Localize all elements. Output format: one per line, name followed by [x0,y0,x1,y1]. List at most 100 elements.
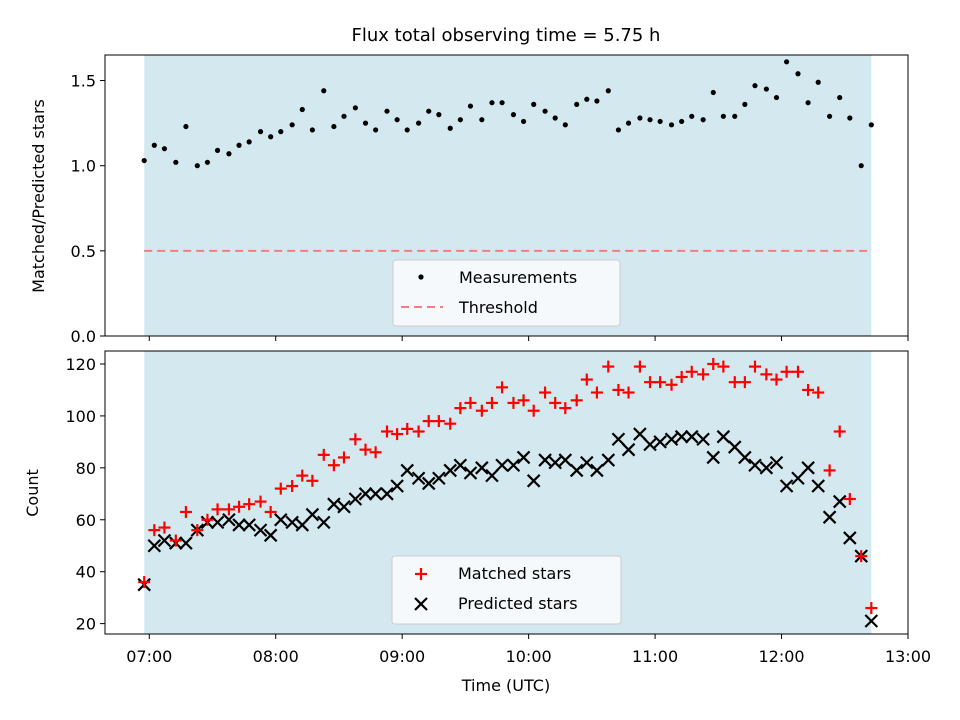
predicted-star-point [463,466,478,480]
matched-star-point [222,503,235,516]
measurement-point [752,83,758,89]
matched-star-point [812,386,825,399]
matched-star-point [590,386,603,399]
predicted-star-point [358,487,373,501]
matched-star-point [485,396,498,409]
measurement-point [784,59,790,65]
predicted-star-point [738,450,752,465]
measurement-point [594,98,600,104]
matched-star-point [454,402,467,415]
matched-star-point [865,602,878,615]
predicted-star-point [674,429,689,444]
predicted-star-point [526,474,541,488]
predicted-star-point [263,528,278,543]
measurement-point [436,112,442,118]
measurement-point [416,120,422,126]
predicted-star-point [232,518,246,532]
measurement-point [384,108,390,114]
measurement-point [815,79,821,85]
x-tick-label: 12:00 [758,647,804,666]
matched-star-point [602,360,615,373]
matched-star-point [559,402,572,415]
matched-star-point [306,474,319,487]
measurement-point [795,71,801,77]
measurement-point [404,127,410,133]
matched-star-point [464,396,477,409]
matched-star-point [317,448,330,461]
matched-star-point [770,373,783,386]
y-tick-label: 100 [65,407,96,426]
predicted-star-point [548,455,562,470]
predicted-star-point [253,523,268,537]
matched-star-point [843,492,856,505]
predicted-star-point [569,463,584,478]
matched-star-point [191,524,204,537]
measurement-point [447,125,453,131]
bottom-panel: 20 40 60 80 100 120 07:00 08:00 09:00 10:00 11:00… [23,350,931,695]
measurement-point [373,127,379,133]
matched-star-point [338,451,351,464]
matched-star-point [169,534,182,547]
predicted-star-point [157,533,172,548]
measurement-point [637,115,643,121]
matched-star-point [633,360,646,373]
top-x-ticks [148,336,909,341]
predicted-star-point [273,512,288,527]
matched-star-point [158,521,171,534]
measurement-point [679,118,685,125]
measurement-point [562,122,568,128]
measurement-point [647,117,653,123]
matched-star-point [369,446,382,459]
predicted-star-point [506,458,521,473]
matched-star-point [444,417,457,430]
measurement-point [278,129,284,135]
matched-star-point [748,360,761,373]
x-tick-label: 08:00 [253,647,299,666]
matched-star-point [286,480,299,493]
predicted-star-point [759,461,774,475]
predicted-star-point [716,429,731,444]
matched-star-point [254,495,267,508]
matched-star-point [717,360,730,373]
measurement-point [805,100,811,106]
measurement-point [161,146,168,152]
y-tick-label: 20 [76,615,96,634]
predicted-star-point [653,435,667,449]
legend-measurements-label: Measurements [459,268,577,287]
measurement-point [173,159,179,165]
matched-star-point [475,404,488,417]
matched-star-point [391,428,404,441]
predicted-star-point [348,492,363,506]
measurement-point [194,163,200,169]
measurement-point [584,96,590,102]
y-tick-label: 80 [76,459,96,478]
predicted-star-point [179,536,193,550]
top-panel: 0.0 0.5 1.0 1.5 Flux total observing time =… [29,25,909,346]
matched-star-point [327,459,340,472]
predicted-star-point [147,538,162,553]
x-tick-label: 13:00 [885,647,931,666]
bottom-x-ticks: 07:00 08:00 09:00 10:00 11:00 12:00 13:00 [126,634,931,666]
top-y-axis-label: Matched/Predicted stars [29,99,48,293]
y-tick-label: 0.0 [71,327,96,346]
y-tick-label: 0.5 [71,242,96,261]
matched-star-point [665,378,678,391]
matched-star-point [833,425,846,438]
predicted-star-point [222,512,236,527]
predicted-star-point [400,463,415,478]
matched-star-point [422,415,435,428]
predicted-star-point [822,510,837,524]
matched-star-point [685,365,698,378]
predicted-star-point [475,461,489,475]
measurement-point [657,118,663,125]
predicted-star-point [337,500,351,514]
measurement-point [246,139,252,145]
matched-star-point [612,383,625,396]
measurement-point [542,108,548,114]
measurement-point [309,127,315,133]
predicted-star-point [580,455,594,470]
bottom-axes-frame [104,350,909,635]
legend-predicted-label: Predicted stars [458,594,578,613]
y-tick-label: 120 [65,355,96,374]
measurement-point [625,120,632,126]
